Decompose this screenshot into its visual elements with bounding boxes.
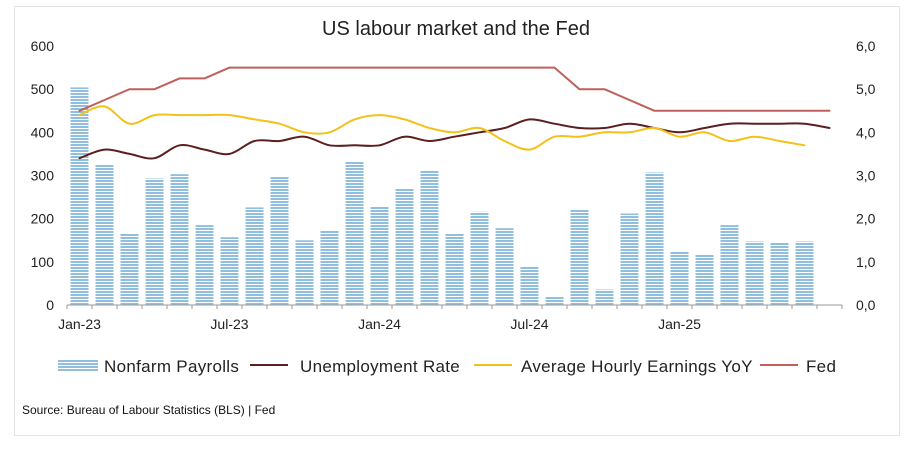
bar: [470, 211, 489, 305]
bar: [695, 254, 714, 305]
bar: [770, 242, 789, 305]
x-tick-label: Jul-23: [210, 316, 248, 332]
y-left-tick-label: 600: [31, 38, 55, 54]
bar: [445, 233, 464, 305]
series-line-fed: [78, 66, 831, 112]
bar: [645, 172, 664, 305]
series-line-unemployment-rate: [78, 118, 831, 160]
bar: [545, 296, 564, 305]
bar: [495, 228, 514, 305]
bar: [345, 161, 364, 305]
x-tick-label: Jan-25: [658, 316, 701, 332]
y-right-tick-label: 6,0: [856, 38, 876, 54]
bar: [245, 207, 264, 305]
bar: [395, 188, 414, 305]
bar: [720, 225, 739, 305]
legend-swatch-nonfarm-payrolls: [58, 359, 98, 371]
chart-title: US labour market and the Fed: [322, 18, 590, 40]
bar: [220, 237, 239, 305]
y-right-tick-label: 3,0: [856, 168, 876, 184]
bar: [670, 251, 689, 305]
bar: [295, 240, 314, 306]
lines-layer: [78, 66, 831, 160]
bars-layer: [70, 87, 814, 306]
legend-label-nonfarm-payrolls: Nonfarm Payrolls: [104, 357, 239, 376]
y-right-tick-label: 1,0: [856, 254, 876, 270]
bar: [270, 176, 289, 305]
bar: [195, 225, 214, 305]
bar: [795, 241, 814, 305]
series-line-average-hourly-earnings-yoy: [78, 105, 806, 151]
bar: [95, 164, 114, 305]
y-right-tick-label: 4,0: [856, 124, 876, 140]
bar: [170, 174, 189, 305]
bar: [420, 170, 439, 305]
x-tick-label: Jul-24: [510, 316, 548, 332]
bar: [120, 233, 139, 305]
legend-label-average-hourly-earnings-yoy: Average Hourly Earnings YoY: [521, 357, 753, 376]
bar: [370, 206, 389, 305]
axes-layer: Jan-23 Jul-23 Jan-24 Jul-24 Jan-25 0 100 200 300…: [31, 38, 876, 332]
y-right-tick-label: 5,0: [856, 81, 876, 97]
bar: [570, 209, 589, 305]
y-left-tick-label: 200: [31, 211, 55, 227]
x-tick-label: Jan-23: [58, 316, 101, 332]
bar: [520, 266, 539, 305]
y-right-tick-label: 2,0: [856, 211, 876, 227]
legend: Nonfarm Payrolls Unemployment Rate Average…: [58, 357, 836, 376]
y-left-tick-label: 300: [31, 168, 55, 184]
y-left-tick-label: 400: [31, 124, 55, 140]
bar: [320, 230, 339, 305]
y-left-tick-label: 100: [31, 254, 55, 270]
x-tick-label: Jan-24: [358, 316, 401, 332]
legend-label-fed: Fed: [806, 357, 836, 376]
bar: [620, 213, 639, 305]
bar: [745, 241, 764, 305]
bar: [70, 87, 89, 306]
bar: [595, 289, 614, 305]
bar: [145, 178, 164, 305]
y-left-tick-label: 500: [31, 81, 55, 97]
y-right-tick-label: 0,0: [856, 297, 876, 313]
legend-label-unemployment-rate: Unemployment Rate: [300, 357, 460, 376]
source-note: Source: Bureau of Labour Statistics (BLS…: [22, 403, 275, 417]
y-left-tick-label: 0: [46, 297, 54, 313]
